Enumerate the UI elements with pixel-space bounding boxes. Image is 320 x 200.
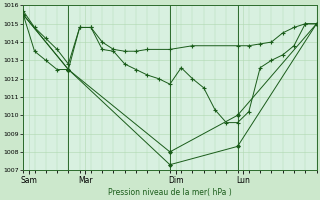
X-axis label: Pression niveau de la mer( hPa ): Pression niveau de la mer( hPa )	[108, 188, 232, 197]
